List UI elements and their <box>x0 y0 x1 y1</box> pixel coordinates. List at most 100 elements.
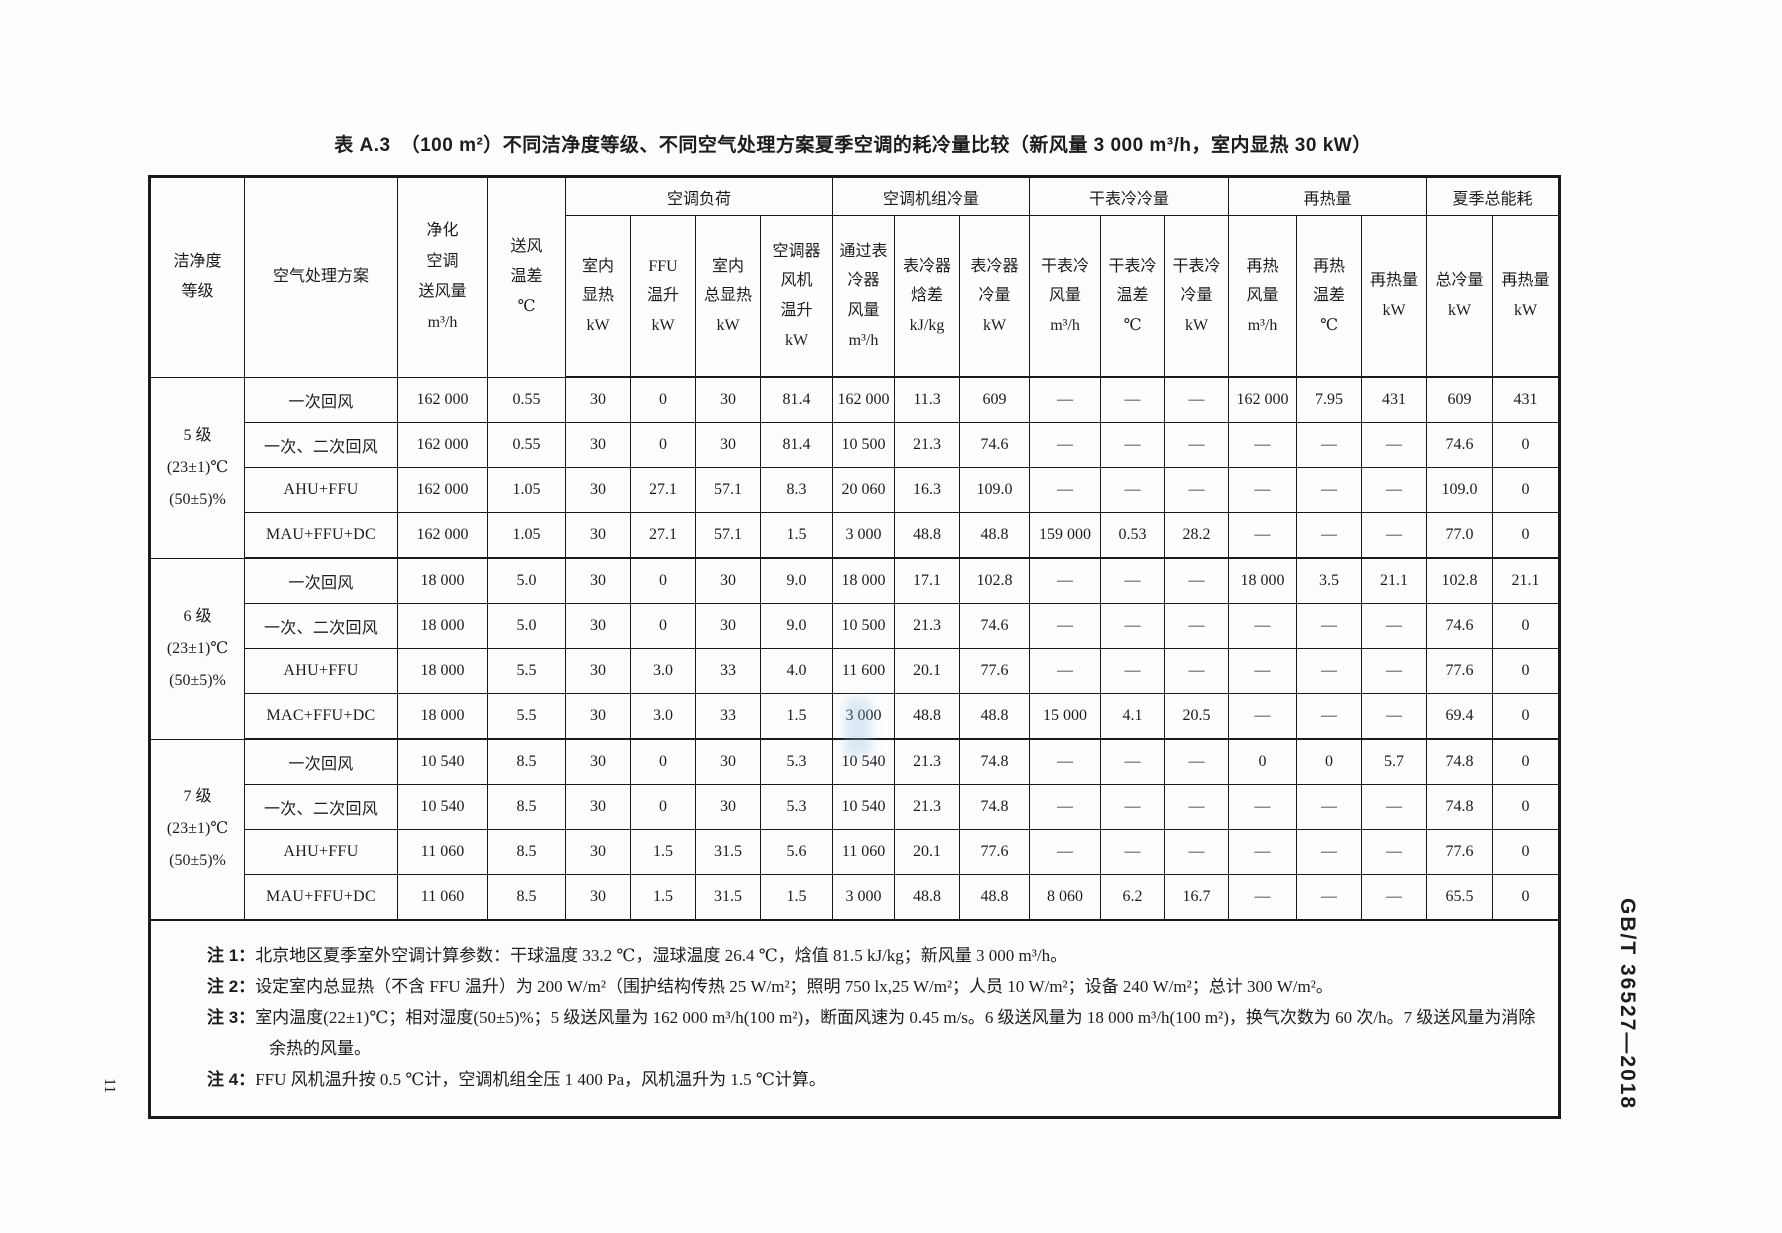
note-text: 北京地区夏季室外空调计算参数：干球温度 33.2 ℃，湿球温度 26.4 ℃，焓… <box>255 946 1068 966</box>
value-cell: 8.5 <box>487 874 566 921</box>
table-note: 注 1：北京地区夏季室外空调计算参数：干球温度 33.2 ℃，湿球温度 26.4… <box>207 941 1538 972</box>
col-header-drycoil-cooling: 干表冷 冷量 kW <box>1164 215 1230 378</box>
value-cell: 1.5 <box>630 874 696 921</box>
value-cell: 16.7 <box>1164 874 1230 921</box>
value-cell: 8.5 <box>487 829 566 875</box>
value-cell: — <box>1361 467 1428 513</box>
value-cell: 30 <box>695 422 761 468</box>
value-cell: 10 540 <box>397 738 488 785</box>
value-cell: — <box>1164 603 1230 649</box>
value-cell: 21.1 <box>1361 557 1428 604</box>
value-cell: 102.8 <box>1426 557 1494 604</box>
value-cell: 3 000 <box>832 874 896 921</box>
value-cell: 10 500 <box>832 603 896 649</box>
value-cell: — <box>1029 603 1102 649</box>
value-cell: 74.8 <box>959 738 1031 785</box>
value-cell: 0 <box>1492 738 1561 785</box>
value-cell: — <box>1228 422 1298 468</box>
value-cell: 18 000 <box>397 648 488 694</box>
value-cell: 1.5 <box>630 829 696 875</box>
value-cell: 21.3 <box>894 738 961 785</box>
value-cell: 27.1 <box>630 512 696 559</box>
value-cell: — <box>1029 648 1102 694</box>
col-header-total-reheat: 再热量 kW <box>1492 215 1561 378</box>
value-cell: 11 600 <box>832 648 896 694</box>
value-cell: — <box>1361 874 1428 921</box>
value-cell: 15 000 <box>1029 693 1102 740</box>
table-header: 洁净度 等级 空气处理方案 净化 空调 送风量 m³/h 送风 温差 ℃ 空调负… <box>149 176 1561 378</box>
value-cell: 10 540 <box>397 784 488 830</box>
table-a3: 洁净度 等级 空气处理方案 净化 空调 送风量 m³/h 送风 温差 ℃ 空调负… <box>148 175 1562 1119</box>
value-cell: 30 <box>565 829 631 875</box>
value-cell: — <box>1029 784 1102 830</box>
value-cell: 5.3 <box>759 784 834 830</box>
value-cell: — <box>1228 693 1298 740</box>
value-cell: 8 060 <box>1029 874 1102 921</box>
value-cell: — <box>1164 738 1230 785</box>
value-cell: 30 <box>695 557 761 604</box>
note-text: FFU 风机温升按 0.5 ℃计，空调机组全压 1 400 Pa，风机温升为 1… <box>255 1069 826 1089</box>
value-cell: — <box>1228 603 1298 649</box>
value-cell: — <box>1100 422 1166 468</box>
value-cell: 18 000 <box>832 557 896 604</box>
value-cell: 162 000 <box>1228 376 1298 423</box>
value-cell: — <box>1296 603 1363 649</box>
value-cell: 9.0 <box>759 557 834 604</box>
value-cell: 30 <box>565 512 631 559</box>
table-row: AHU+FFU 18 000 5.5 30 3.0 33 4.0 11 600 20.1 77.6… <box>150 648 1561 694</box>
value-cell: 0 <box>1492 693 1561 740</box>
value-cell: 74.6 <box>959 422 1031 468</box>
group-header-summer-total-energy: 夏季总能耗 <box>1426 176 1561 216</box>
value-cell: 77.0 <box>1426 512 1494 559</box>
value-cell: 30 <box>695 784 761 830</box>
value-cell: 162 000 <box>397 376 488 423</box>
value-cell: 18 000 <box>1228 557 1298 604</box>
value-cell: 0 <box>1492 874 1561 921</box>
value-cell: — <box>1164 648 1230 694</box>
value-cell: — <box>1164 557 1230 604</box>
value-cell: 109.0 <box>959 467 1031 513</box>
value-cell: 81.4 <box>759 376 834 423</box>
value-cell: 30 <box>565 784 631 830</box>
value-cell: — <box>1361 693 1428 740</box>
value-cell: 20.1 <box>894 648 961 694</box>
col-header-room-total-sensible: 室内 总显热 kW <box>695 215 761 378</box>
value-cell: 30 <box>565 376 631 423</box>
value-cell: 102.8 <box>959 557 1031 604</box>
value-cell: — <box>1100 376 1166 423</box>
value-cell: 3 000 <box>832 512 896 559</box>
value-cell: — <box>1164 784 1230 830</box>
value-cell: 21.3 <box>894 784 961 830</box>
note-text: 室内温度(22±1)℃；相对湿度(50±5)%；5 级送风量为 162 000 … <box>255 1008 1536 1058</box>
value-cell: 74.8 <box>1426 738 1494 785</box>
value-cell: 162 000 <box>832 376 896 423</box>
value-cell: 11.3 <box>894 376 961 423</box>
value-cell: 16.3 <box>894 467 961 513</box>
col-header-coil-enthalpy-diff: 表冷器 焓差 kJ/kg <box>894 215 961 378</box>
value-cell: 162 000 <box>397 422 488 468</box>
value-cell: 10 540 <box>832 784 896 830</box>
value-cell: — <box>1296 512 1363 559</box>
value-cell: — <box>1361 512 1428 559</box>
value-cell: 11 060 <box>397 829 488 875</box>
value-cell: 30 <box>565 874 631 921</box>
value-cell: — <box>1164 376 1230 423</box>
table-row: 7 级 (23±1)℃ (50±5)% 一次回风 10 540 8.5 30 0 30 5.3… <box>149 738 1561 921</box>
value-cell: — <box>1100 648 1166 694</box>
value-cell: 0 <box>1492 422 1561 468</box>
col-header-ffu-temp-rise: FFU 温升 kW <box>630 215 696 378</box>
scheme-cell: MAU+FFU+DC <box>244 512 398 559</box>
value-cell: 162 000 <box>397 467 488 513</box>
value-cell: 48.8 <box>959 512 1031 559</box>
value-cell: 27.1 <box>630 467 696 513</box>
value-cell: 0 <box>630 422 696 468</box>
value-cell: 3.5 <box>1296 557 1363 604</box>
value-cell: 5.3 <box>759 738 834 785</box>
table-row: 5 级 (23±1)℃ (50±5)% 一次回风 162 000 0.55 30 0 30 8… <box>149 376 1561 559</box>
value-cell: 5.6 <box>759 829 834 875</box>
value-cell: — <box>1164 422 1230 468</box>
value-cell: 0 <box>1228 738 1298 785</box>
value-cell: 21.1 <box>1492 557 1561 604</box>
value-cell: 10 540 <box>832 738 896 785</box>
value-cell: 1.5 <box>759 874 834 921</box>
